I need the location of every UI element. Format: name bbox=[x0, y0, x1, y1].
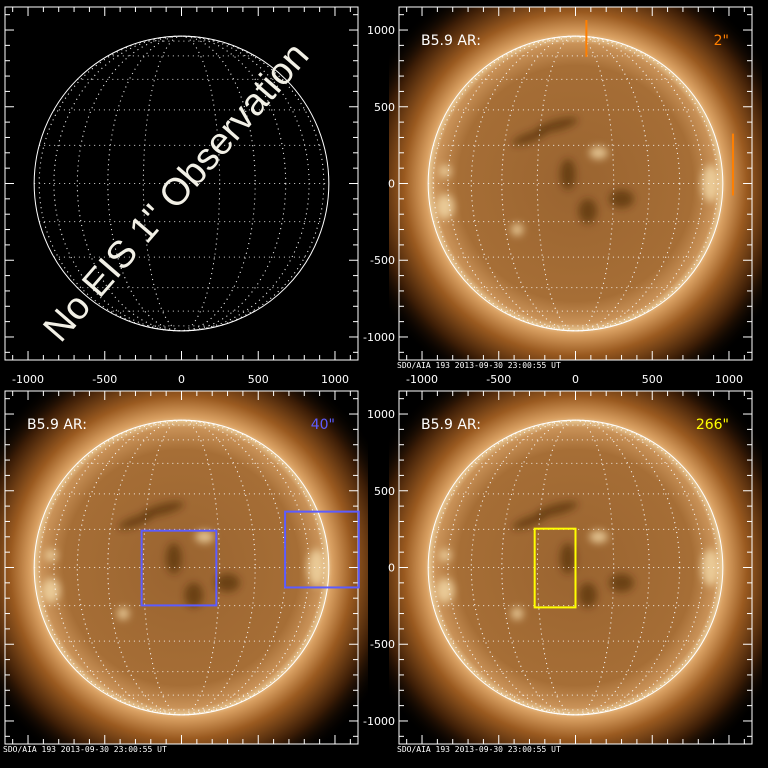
dark-region bbox=[560, 542, 576, 574]
slit-width-label: 2" bbox=[714, 33, 729, 49]
dark-region bbox=[578, 582, 597, 608]
longitude-line bbox=[432, 35, 719, 332]
dark-region bbox=[609, 573, 634, 593]
disk-features bbox=[435, 501, 720, 620]
solar-disk bbox=[34, 420, 329, 715]
dark-region bbox=[609, 189, 634, 209]
x-tick-label: -500 bbox=[92, 373, 117, 386]
dark-region bbox=[536, 501, 578, 517]
bright-region bbox=[195, 530, 214, 543]
axis-ticks bbox=[399, 7, 752, 360]
bright-region bbox=[435, 578, 455, 603]
dark-region bbox=[184, 582, 203, 608]
solar-image bbox=[389, 391, 762, 744]
longitude-line bbox=[501, 35, 650, 332]
y-tick-label: 1000 bbox=[367, 24, 395, 37]
heliographic-grid bbox=[428, 35, 723, 332]
panel-bottom-left: B5.9 AR: 40" SDO/AIA 193 2013-09-30 23:00:… bbox=[0, 390, 368, 754]
eis-raster-box bbox=[284, 510, 360, 589]
solar-limb bbox=[427, 419, 724, 716]
disk-features bbox=[435, 117, 720, 236]
image-caption: SDO/AIA 193 2013-09-30 23:00:55 UT bbox=[397, 361, 561, 370]
image-caption: SDO/AIA 193 2013-09-30 23:00:55 UT bbox=[397, 745, 561, 754]
longitude-line bbox=[76, 35, 287, 332]
longitude-line bbox=[53, 419, 310, 716]
bright-region bbox=[438, 165, 452, 178]
axis-ticks bbox=[399, 391, 752, 744]
longitude-line bbox=[447, 419, 704, 716]
bright-region bbox=[589, 530, 608, 543]
x-tick-label: 500 bbox=[248, 373, 269, 386]
dark-region bbox=[512, 129, 547, 146]
eis-raster-box bbox=[533, 527, 577, 609]
longitude-line bbox=[470, 35, 681, 332]
panel-label: B5.9 AR: bbox=[421, 417, 481, 433]
image-caption: SDO/AIA 193 2013-09-30 23:00:55 UT bbox=[3, 745, 167, 754]
longitude-line bbox=[447, 35, 704, 332]
dark-region bbox=[142, 501, 184, 517]
slit-width-label: 40" bbox=[311, 417, 335, 433]
bright-region bbox=[117, 607, 130, 620]
y-tick-label: 500 bbox=[374, 485, 395, 498]
x-tick-label: 0 bbox=[178, 373, 185, 386]
longitude-line bbox=[470, 419, 681, 716]
panel-label: B5.9 AR: bbox=[27, 417, 87, 433]
dark-region bbox=[560, 158, 576, 190]
axis-ticks bbox=[5, 391, 358, 744]
panel-top-right: -1000 -500 0 500 1000 -1000 -500 0 500 1000 B5.9 A… bbox=[363, 6, 762, 386]
longitude-line bbox=[38, 419, 325, 716]
bright-region bbox=[511, 607, 524, 620]
dark-region bbox=[512, 513, 547, 530]
slit-width-label: 266" bbox=[696, 417, 729, 433]
x-tick-label: 1000 bbox=[321, 373, 349, 386]
y-tick-label: 0 bbox=[388, 562, 395, 575]
y-tick-label: 500 bbox=[374, 101, 395, 114]
solar-limb bbox=[427, 35, 724, 332]
bright-region bbox=[589, 146, 608, 159]
longitude-line bbox=[38, 35, 325, 332]
dark-region bbox=[166, 542, 182, 574]
solar-image bbox=[0, 391, 368, 744]
x-tick-label: 500 bbox=[642, 373, 663, 386]
bright-region bbox=[435, 194, 455, 219]
bright-region bbox=[701, 165, 720, 202]
x-tick-label: -1000 bbox=[12, 373, 44, 386]
x-tick-label: 0 bbox=[572, 373, 579, 386]
longitude-line bbox=[107, 419, 256, 716]
bright-region bbox=[701, 549, 720, 586]
x-tick-label: 1000 bbox=[715, 373, 743, 386]
longitude-line bbox=[432, 419, 719, 716]
y-tick-label: -1000 bbox=[363, 715, 395, 728]
y-tick-label: 0 bbox=[388, 178, 395, 191]
dark-region bbox=[578, 198, 597, 224]
bright-region bbox=[511, 223, 524, 236]
longitude-line bbox=[107, 35, 256, 332]
y-tick-label: -500 bbox=[370, 254, 395, 267]
bright-region bbox=[307, 549, 326, 586]
bright-region bbox=[438, 549, 452, 562]
dark-region bbox=[536, 117, 578, 133]
solar-limb bbox=[33, 419, 330, 716]
solar-disk bbox=[428, 36, 723, 331]
longitude-line bbox=[53, 35, 310, 332]
panel-label: B5.9 AR: bbox=[421, 33, 481, 49]
y-tick-label: -500 bbox=[370, 638, 395, 651]
disk-features bbox=[41, 501, 326, 620]
eis-raster-box bbox=[140, 529, 218, 607]
y-tick-label: -1000 bbox=[363, 331, 395, 344]
x-tick-label: -500 bbox=[486, 373, 511, 386]
y-tick-label: 1000 bbox=[367, 408, 395, 421]
solar-image bbox=[389, 7, 762, 360]
axis-ticks bbox=[5, 7, 358, 360]
panel-bottom-right: -1000 -500 0 500 1000 B5.9 AR: 266" SDO/AIA 193… bbox=[363, 390, 762, 754]
dark-region bbox=[118, 513, 153, 530]
bright-region bbox=[41, 578, 61, 603]
solar-limb bbox=[33, 35, 330, 332]
longitude-line bbox=[501, 419, 650, 716]
dark-region bbox=[215, 573, 240, 593]
x-tick-label: -1000 bbox=[406, 373, 438, 386]
bright-region bbox=[44, 549, 58, 562]
